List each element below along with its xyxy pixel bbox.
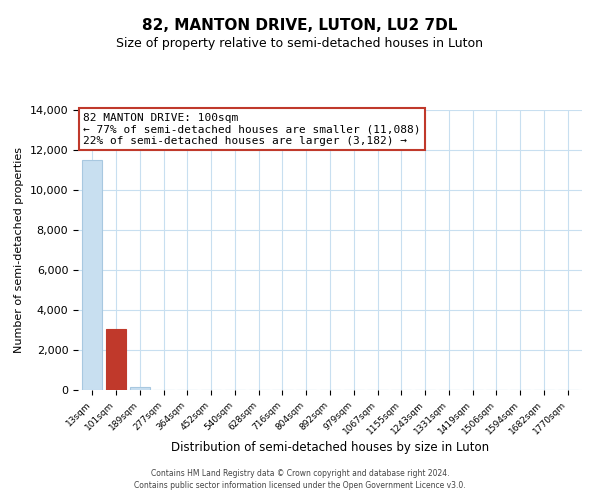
Text: Contains public sector information licensed under the Open Government Licence v3: Contains public sector information licen… (134, 481, 466, 490)
Text: 82, MANTON DRIVE, LUTON, LU2 7DL: 82, MANTON DRIVE, LUTON, LU2 7DL (142, 18, 458, 32)
Bar (82, 160, 103, 390)
Bar (106, 329, 126, 390)
Text: 82 MANTON DRIVE: 100sqm
← 77% of semi-detached houses are smaller (11,088)
22% o: 82 MANTON DRIVE: 100sqm ← 77% of semi-de… (83, 113, 421, 146)
Text: Contains HM Land Registry data © Crown copyright and database right 2024.: Contains HM Land Registry data © Crown c… (151, 468, 449, 477)
Y-axis label: Number of semi-detached properties: Number of semi-detached properties (14, 147, 24, 353)
Bar (130, 388, 150, 390)
Text: Size of property relative to semi-detached houses in Luton: Size of property relative to semi-detach… (116, 38, 484, 51)
X-axis label: Distribution of semi-detached houses by size in Luton: Distribution of semi-detached houses by … (171, 442, 489, 454)
